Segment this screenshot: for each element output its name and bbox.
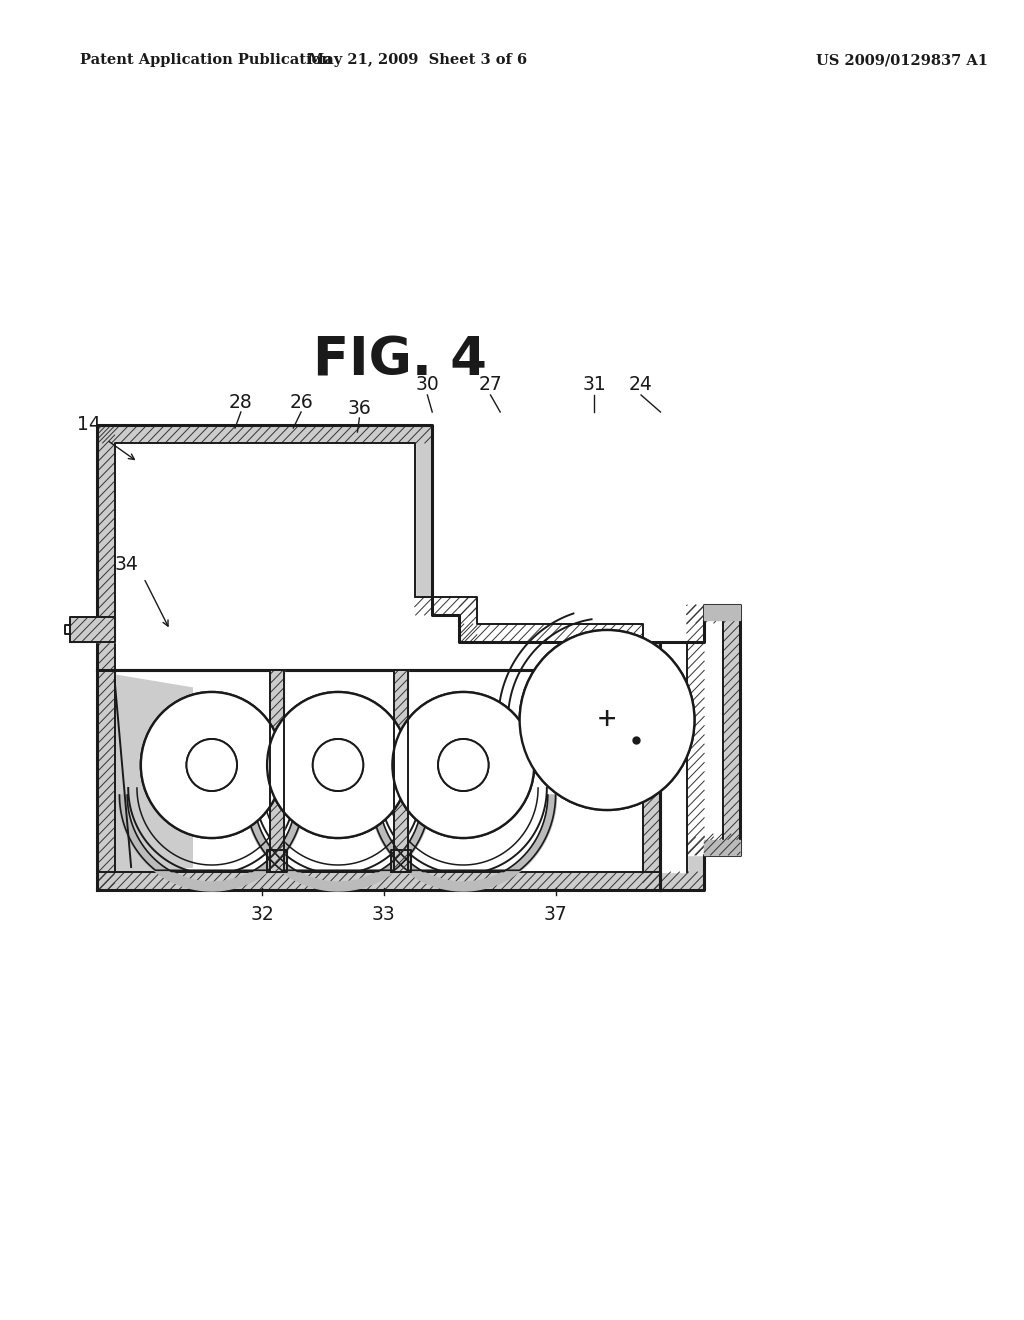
Polygon shape [115, 444, 643, 671]
Text: 31: 31 [583, 375, 606, 395]
Text: Patent Application Publication: Patent Application Publication [80, 53, 332, 67]
Text: +: + [598, 705, 616, 734]
Circle shape [186, 739, 237, 791]
Polygon shape [97, 873, 660, 890]
Circle shape [438, 739, 488, 791]
Circle shape [267, 692, 409, 838]
Text: 28: 28 [229, 392, 253, 412]
Polygon shape [705, 605, 740, 620]
Polygon shape [270, 671, 284, 873]
Circle shape [392, 692, 535, 838]
Text: 24: 24 [629, 375, 653, 395]
Text: 14: 14 [78, 416, 101, 434]
Polygon shape [267, 850, 287, 873]
Polygon shape [97, 671, 115, 890]
Text: 27: 27 [478, 375, 503, 395]
Polygon shape [705, 840, 740, 855]
Polygon shape [115, 675, 193, 873]
Polygon shape [97, 425, 660, 671]
Text: 33: 33 [372, 906, 395, 924]
Text: +: + [598, 705, 616, 734]
Polygon shape [245, 795, 431, 891]
Circle shape [141, 692, 283, 838]
Polygon shape [660, 605, 723, 873]
Polygon shape [643, 671, 660, 890]
Circle shape [519, 630, 694, 810]
Circle shape [186, 739, 237, 791]
Circle shape [141, 692, 283, 838]
Circle shape [519, 630, 694, 810]
Polygon shape [115, 671, 643, 873]
Text: 34: 34 [115, 556, 138, 574]
Text: 37: 37 [544, 906, 567, 924]
Polygon shape [394, 671, 408, 873]
Text: 36: 36 [347, 399, 372, 417]
Text: 26: 26 [289, 392, 313, 412]
Circle shape [312, 739, 364, 791]
Polygon shape [119, 795, 305, 891]
Polygon shape [370, 795, 557, 891]
Circle shape [438, 739, 488, 791]
Text: US 2009/0129837 A1: US 2009/0129837 A1 [816, 53, 988, 67]
Text: May 21, 2009  Sheet 3 of 6: May 21, 2009 Sheet 3 of 6 [308, 53, 527, 67]
Circle shape [392, 692, 535, 838]
Text: 30: 30 [416, 375, 439, 395]
Polygon shape [70, 616, 115, 642]
Circle shape [267, 692, 409, 838]
Circle shape [312, 739, 364, 791]
Polygon shape [660, 605, 740, 890]
Polygon shape [391, 850, 411, 873]
Text: FIG. 4: FIG. 4 [313, 334, 487, 385]
Text: 32: 32 [251, 906, 274, 924]
